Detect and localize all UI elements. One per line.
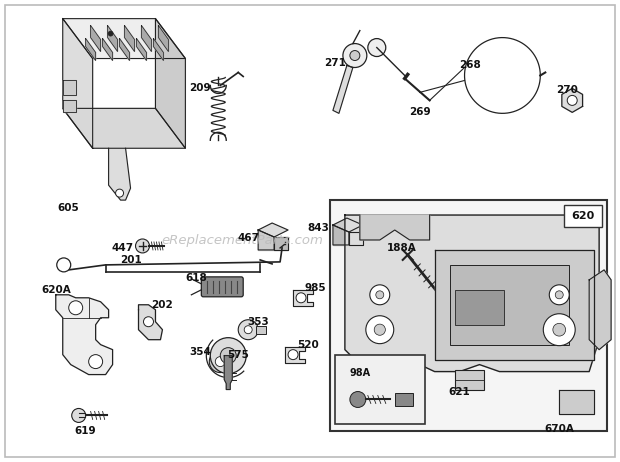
Text: 354: 354 [189, 346, 211, 357]
FancyBboxPatch shape [202, 277, 243, 297]
Polygon shape [559, 389, 594, 414]
Circle shape [210, 351, 231, 372]
Text: 98A: 98A [350, 368, 371, 377]
Polygon shape [63, 100, 76, 112]
Circle shape [343, 43, 367, 67]
Polygon shape [285, 346, 305, 363]
Text: 188A: 188A [387, 243, 417, 253]
Circle shape [553, 323, 565, 336]
Bar [330, 200, 607, 432]
Circle shape [543, 314, 575, 346]
Polygon shape [360, 215, 430, 240]
Text: 620: 620 [572, 211, 595, 221]
Polygon shape [141, 25, 151, 52]
Text: eReplacementParts.com: eReplacementParts.com [161, 234, 323, 247]
Text: 270: 270 [556, 85, 578, 96]
Polygon shape [154, 39, 164, 61]
Polygon shape [63, 18, 185, 59]
Circle shape [115, 189, 123, 197]
Circle shape [72, 408, 86, 422]
Polygon shape [120, 39, 130, 61]
Text: 268: 268 [459, 61, 481, 71]
Polygon shape [333, 66, 353, 113]
Polygon shape [333, 225, 349, 245]
Bar [335, 355, 425, 425]
Circle shape [244, 326, 252, 334]
Text: 353: 353 [247, 317, 269, 327]
Polygon shape [103, 39, 113, 61]
Polygon shape [589, 270, 611, 350]
Polygon shape [108, 25, 118, 52]
Bar [454, 370, 484, 389]
Polygon shape [138, 305, 162, 340]
Text: 269: 269 [409, 107, 430, 117]
Text: 202: 202 [151, 300, 174, 310]
Text: 621: 621 [449, 387, 471, 396]
Text: 447: 447 [112, 243, 134, 253]
Polygon shape [435, 250, 594, 359]
Polygon shape [136, 39, 146, 61]
Polygon shape [274, 237, 288, 250]
Polygon shape [156, 18, 185, 148]
Circle shape [220, 347, 236, 364]
Polygon shape [63, 80, 76, 96]
Circle shape [108, 31, 113, 36]
Text: 843: 843 [307, 223, 329, 233]
Polygon shape [86, 39, 95, 61]
Bar [256, 326, 266, 334]
Circle shape [210, 338, 246, 374]
Circle shape [549, 285, 569, 305]
Polygon shape [108, 148, 131, 200]
Polygon shape [333, 218, 363, 232]
Polygon shape [258, 230, 274, 250]
Circle shape [288, 350, 298, 359]
Bar [564, 205, 602, 227]
Circle shape [368, 39, 386, 56]
Circle shape [215, 357, 225, 366]
Polygon shape [159, 25, 169, 52]
Circle shape [89, 355, 103, 369]
Text: 271: 271 [324, 57, 346, 67]
Text: 520: 520 [297, 340, 319, 350]
Circle shape [238, 320, 258, 340]
Circle shape [143, 317, 154, 327]
Polygon shape [258, 223, 288, 237]
Polygon shape [125, 25, 135, 52]
Text: 209: 209 [190, 84, 211, 93]
Circle shape [350, 391, 366, 407]
Circle shape [136, 239, 149, 253]
Text: 985: 985 [304, 283, 326, 293]
Circle shape [57, 258, 71, 272]
Circle shape [370, 285, 390, 305]
Text: 467: 467 [237, 233, 259, 243]
Polygon shape [562, 88, 583, 112]
Text: 605: 605 [58, 203, 79, 213]
Circle shape [376, 291, 384, 299]
Circle shape [366, 316, 394, 344]
Text: 670A: 670A [544, 425, 574, 434]
Circle shape [567, 96, 577, 105]
Polygon shape [56, 295, 113, 375]
Text: 618: 618 [185, 273, 207, 283]
Text: 619: 619 [75, 426, 97, 437]
Polygon shape [349, 232, 363, 245]
Text: 575: 575 [228, 350, 249, 359]
Circle shape [69, 301, 82, 315]
Polygon shape [63, 109, 185, 148]
Text: 620A: 620A [41, 285, 71, 295]
Polygon shape [63, 18, 92, 148]
Bar [454, 290, 505, 325]
Bar [450, 265, 569, 345]
Circle shape [350, 50, 360, 61]
Polygon shape [91, 25, 100, 52]
Bar [395, 393, 413, 407]
Polygon shape [345, 215, 599, 371]
Circle shape [296, 293, 306, 303]
Circle shape [374, 324, 386, 335]
Polygon shape [224, 356, 232, 389]
Text: 201: 201 [120, 255, 141, 265]
Circle shape [556, 291, 563, 299]
Polygon shape [293, 290, 313, 306]
